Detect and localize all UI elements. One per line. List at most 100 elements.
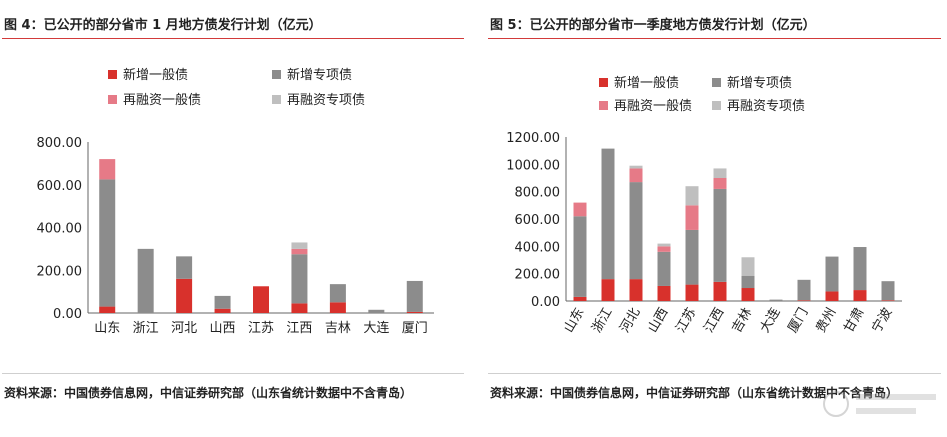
legend-swatch (599, 78, 608, 87)
source-note: 资料来源：中国债券信息网，中信证券研究部（山东省统计数据中不含青岛） (490, 386, 899, 400)
bar-segment (601, 279, 615, 301)
bar-segment (853, 290, 867, 301)
y-tick-label: 400.00 (37, 222, 83, 237)
legend-item: 再融资一般债 (108, 92, 201, 108)
y-tick-label: 200.00 (515, 268, 561, 283)
x-tick-label: 宁波 (869, 305, 896, 336)
x-tick-label: 江苏 (248, 320, 274, 336)
bar-segment (406, 311, 423, 313)
bar-segment (713, 178, 727, 189)
bar-segment (214, 308, 231, 313)
bar-segment (825, 291, 839, 301)
x-tick-label: 江西 (286, 321, 312, 336)
bar-segment (99, 179, 116, 307)
bar-segment (573, 216, 587, 297)
bar-segment (853, 247, 867, 291)
bar-segment (657, 285, 671, 301)
title-divider (2, 38, 464, 39)
bar-segment (685, 284, 699, 301)
legend-swatch (272, 70, 281, 79)
x-tick-label: 大连 (363, 320, 389, 336)
title-divider (488, 38, 941, 39)
bar-segment (685, 186, 699, 206)
bar-segment (629, 168, 643, 183)
y-tick-label: 1200.00 (506, 131, 560, 146)
bar-segment (741, 288, 755, 301)
bar-segment (741, 275, 755, 289)
legend-label: 再融资一般债 (123, 92, 201, 108)
bar-segment (797, 300, 811, 301)
legend-item: 再融资专项债 (272, 93, 365, 108)
bar-segment (406, 280, 423, 312)
legend-swatch (712, 101, 721, 110)
bar-segment (99, 159, 116, 180)
source-note: 资料来源：中国债券信息网，中信证券研究部（山东省统计数据中不含青岛） (4, 386, 413, 400)
legend-swatch (108, 70, 117, 79)
chart-panel-fig4: 图 4：已公开的部分省市 1 月地方债发行计划（亿元） 新增一般债 新增专项债 再融… (0, 0, 470, 437)
x-tick-label: 厦门 (785, 306, 811, 336)
legend-item: 再融资专项债 (712, 99, 805, 114)
bar-segment (601, 148, 615, 280)
bar-segment (573, 296, 587, 301)
bar-segment (713, 281, 727, 301)
bar-segment (291, 303, 308, 313)
bar-segment (291, 248, 308, 255)
legend-label: 再融资一般债 (614, 98, 692, 114)
x-tick-label: 河北 (171, 321, 197, 336)
bar-segment (769, 299, 783, 301)
bar-segment (657, 243, 671, 247)
bar-segment (629, 182, 643, 280)
bar-segment (629, 279, 643, 301)
x-tick-label: 山东 (94, 321, 120, 336)
bar-segment (797, 279, 811, 301)
y-tick-label: 600.00 (515, 213, 561, 228)
x-tick-label: 大连 (757, 305, 784, 336)
legend-item: 新增专项债 (712, 75, 792, 91)
bar-segment (137, 248, 154, 313)
y-tick-label: 800.00 (37, 136, 83, 151)
x-tick-label: 河北 (617, 306, 643, 336)
y-tick-label: 400.00 (515, 240, 561, 255)
legend-label: 新增一般债 (123, 67, 188, 83)
x-tick-label: 浙江 (133, 321, 159, 336)
bar-segment (713, 168, 727, 178)
bar-segment (368, 309, 385, 313)
chart-title: 图 5：已公开的部分省市一季度地方债发行计划（亿元） (490, 18, 816, 33)
bar-segment (329, 284, 346, 303)
chart-panel-fig5: 图 5：已公开的部分省市一季度地方债发行计划（亿元） 新增一般债 新增专项债再融资… (486, 0, 947, 437)
x-tick-label: 吉林 (325, 321, 351, 336)
bar-segment (657, 251, 671, 286)
legend-item: 再融资一般债 (599, 98, 692, 114)
y-tick-label: 200.00 (37, 264, 83, 279)
bar-segment (881, 281, 895, 301)
x-tick-label: 厦门 (402, 321, 428, 336)
bar-segment (291, 242, 308, 249)
bar-segment (99, 306, 116, 313)
legend-swatch (108, 95, 117, 104)
legend-label: 再融资专项债 (727, 99, 805, 114)
legend-item: 新增一般债 (108, 67, 188, 83)
source-divider (488, 373, 941, 374)
bar-segment (291, 254, 308, 304)
x-tick-label: 江西 (701, 306, 727, 336)
bar-segment (176, 256, 193, 279)
bar-segment (881, 300, 895, 301)
y-tick-label: 1000.00 (506, 158, 560, 173)
bar-segment (741, 257, 755, 276)
legend-swatch (712, 78, 721, 87)
bar-segment (685, 229, 699, 285)
y-tick-label: 600.00 (37, 179, 83, 194)
watermark-logo (823, 391, 936, 417)
bar-segment (657, 246, 671, 252)
y-tick-label: 0.00 (531, 295, 560, 310)
legend-label: 再融资专项债 (287, 93, 365, 108)
x-tick-label: 贵州 (813, 306, 839, 336)
bar-segment (573, 202, 587, 217)
legend-label: 新增专项债 (727, 75, 792, 91)
x-tick-label: 山西 (210, 321, 236, 336)
legend-item: 新增一般债 (599, 75, 679, 91)
source-divider (2, 373, 464, 374)
bar-segment (629, 165, 643, 169)
